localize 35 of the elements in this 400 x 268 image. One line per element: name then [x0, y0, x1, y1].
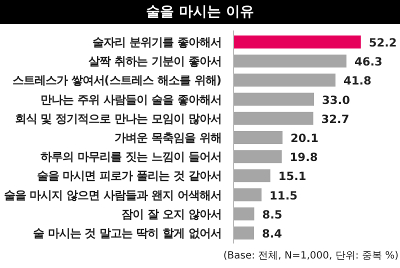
chart-title: 술을 마시는 이유 — [0, 0, 400, 24]
data-label: 32.7 — [321, 112, 350, 126]
bar — [234, 35, 361, 48]
y-tick-label: 술을 마시면 피로가 풀리는 것 같아서 — [36, 168, 222, 183]
data-label: 8.4 — [262, 226, 282, 240]
y-tick-label: 회식 및 정기적으로 만나는 모임이 많아서 — [14, 111, 222, 126]
bar — [234, 207, 254, 220]
bar — [234, 130, 283, 144]
data-label: 41.8 — [343, 74, 372, 88]
bar — [234, 92, 314, 106]
bar — [234, 169, 270, 182]
y-tick-label: 만나는 주위 사람들이 술을 좋아해서 — [40, 92, 222, 106]
data-label: 15.1 — [278, 169, 306, 184]
bar — [234, 54, 346, 68]
y-tick-label: 술자리 분위기를 좋아해서 — [92, 34, 222, 49]
data-label: 11.5 — [270, 188, 298, 202]
y-tick-label: 술 마시는 것 말고는 딱히 할게 없어서 — [32, 226, 222, 240]
bar — [234, 112, 314, 125]
data-label: 8.5 — [262, 207, 282, 222]
data-label: 33.0 — [322, 92, 350, 107]
data-label: 19.8 — [290, 150, 318, 164]
y-tick-label: 스트레스가 쌓여서(스트레스 해소를 위해) — [12, 73, 222, 88]
y-tick-label: 잠이 잘 오지 않아서 — [122, 206, 222, 221]
y-tick-label: 술을 마시지 않으면 사람들과 왠지 어색해서 — [4, 188, 222, 202]
bar — [234, 188, 262, 202]
data-label: 20.1 — [290, 130, 319, 145]
data-label: 52.2 — [368, 35, 397, 50]
y-tick-label: 하루의 마무리를 짓는 느낌이 들어서 — [40, 150, 222, 164]
bar — [234, 74, 336, 87]
data-label: 46.3 — [354, 54, 382, 69]
bar — [234, 150, 282, 164]
y-tick-label: 살짝 취하는 기분이 좋아서 — [88, 54, 222, 68]
y-tick-label: 가벼운 목축임을 위해 — [114, 130, 222, 144]
text: (Base: 전체, N=1,000, 단위: 중복 %) — [223, 250, 399, 262]
bar — [234, 226, 254, 240]
